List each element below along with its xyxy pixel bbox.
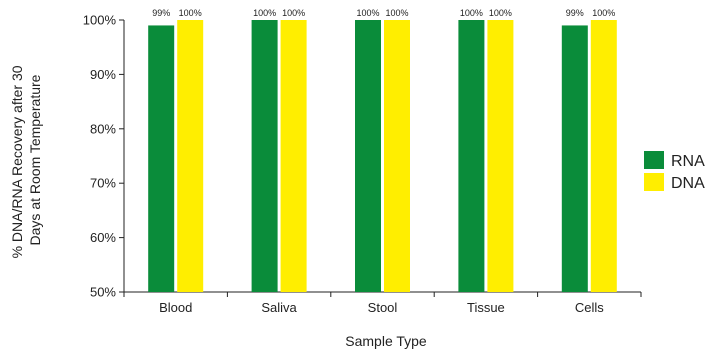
x-tick-label: Blood — [159, 300, 192, 315]
x-tick-label: Saliva — [261, 300, 297, 315]
y-tick-label: 90% — [90, 67, 116, 82]
legend-label-dna: DNA — [671, 175, 705, 192]
y-tick-label: 70% — [90, 176, 116, 191]
bar-rna-saliva — [251, 20, 278, 292]
data-label-rna-saliva: 100% — [253, 8, 276, 18]
bar-dna-tissue — [487, 20, 514, 292]
bar-rna-tissue — [458, 20, 485, 292]
data-label-dna-blood: 100% — [179, 8, 202, 18]
bar-rna-stool — [355, 20, 381, 292]
y-tick-label: 50% — [90, 285, 116, 300]
data-label-dna-stool: 100% — [385, 8, 408, 18]
y-axis-title-line-1: % DNA/RNA Recovery after 30 — [9, 65, 25, 258]
y-tick-label: 100% — [83, 13, 117, 28]
data-label-rna-cells: 99% — [566, 8, 584, 18]
legend: RNA DNA — [644, 151, 705, 192]
legend-swatch-rna — [644, 151, 664, 169]
x-tick-label: Cells — [575, 300, 604, 315]
y-axis-title-line-2: Days at Room Temperature — [27, 74, 43, 245]
data-labels: 99% 100% 100% 100% 100% 100% 100% 100% 99% 100% — [152, 8, 615, 18]
y-axis-title: % DNA/RNA Recovery after 30 Days at Room… — [9, 62, 43, 259]
bar-rna-cells — [561, 25, 588, 292]
data-label-rna-stool: 100% — [356, 8, 379, 18]
bar-dna-saliva — [280, 20, 307, 292]
data-label-dna-cells: 100% — [592, 8, 615, 18]
x-tick-label: Stool — [368, 300, 398, 315]
x-axis-title: Sample Type — [345, 333, 427, 349]
bars — [148, 20, 617, 292]
legend-swatch-dna — [644, 173, 664, 191]
bar-dna-blood — [177, 20, 204, 292]
data-label-dna-saliva: 100% — [282, 8, 305, 18]
bar-rna-blood — [148, 25, 175, 292]
bar-dna-cells — [590, 20, 617, 292]
legend-label-rna: RNA — [671, 153, 705, 170]
data-label-rna-tissue: 100% — [460, 8, 483, 18]
y-tick-label: 80% — [90, 121, 116, 136]
y-axis: 50% 60% 70% 80% 90% 100% — [83, 13, 125, 300]
y-tick-label: 60% — [90, 230, 116, 245]
data-label-dna-tissue: 100% — [489, 8, 512, 18]
x-tick-label: Tissue — [467, 300, 505, 315]
data-label-rna-blood: 99% — [152, 8, 170, 18]
x-axis: Blood Saliva Stool Tissue Cells — [123, 291, 642, 315]
bar-dna-stool — [384, 20, 410, 292]
